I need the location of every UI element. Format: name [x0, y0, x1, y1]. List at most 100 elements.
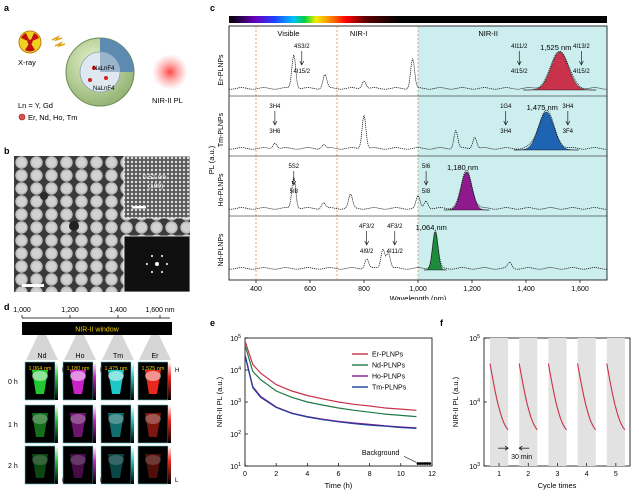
e-background-point	[425, 462, 429, 465]
scale-high-label: H	[100, 368, 104, 374]
spectrum-row-label: Tm-PLNPs	[218, 112, 225, 147]
pl-image-tile	[137, 445, 169, 485]
dopant-dot-icon	[18, 113, 26, 121]
d-column-label: Er	[152, 353, 160, 360]
energy-level-lower: 4I15/2	[293, 69, 310, 75]
e-xtick: 8	[368, 471, 372, 478]
panel-d-letter: d	[4, 302, 10, 312]
spectra-xtick: 800	[358, 286, 370, 293]
f-ytick: 103	[469, 462, 480, 471]
e-ytick: 105	[230, 334, 241, 343]
f-xtick: 2	[526, 471, 530, 478]
e-xtick: 0	[243, 471, 247, 478]
xray-label: X-ray	[18, 58, 36, 67]
tem-image	[14, 156, 190, 292]
peak-wavelength-label: 1,525 nm	[540, 43, 571, 52]
energy-level-upper: 4S3/2	[294, 44, 310, 50]
energy-level-lower: 5I8	[422, 189, 431, 195]
spectrum-line	[228, 109, 608, 150]
e-ylabel: NIR-II PL (a.u.)	[215, 376, 224, 427]
spectra-xlabel: Wavelength (nm)	[390, 294, 447, 300]
energy-level-lower: 4I9/2	[360, 249, 374, 255]
output-label: NIR-II PL	[152, 96, 183, 105]
nir2-peak	[523, 51, 597, 91]
nir2-peak	[513, 111, 579, 151]
imaging-panel: 1,000 1,200 1,400 1,600 nm NIR-II window Nd Ho…	[8, 307, 179, 485]
scale-high-label: H	[175, 368, 179, 374]
d-column-label: Tm	[113, 353, 123, 360]
panel-a-illustration	[18, 30, 188, 121]
peak-wavelength-label: 1,064 nm	[416, 223, 447, 232]
d-wavelength-label: 1,064 nm	[29, 366, 52, 372]
e-ytick: 101	[230, 462, 241, 471]
scale-high-label: H	[62, 368, 66, 374]
nir2-peak	[443, 171, 490, 211]
e-legend-label: Ho-PLNPs	[372, 374, 406, 381]
energy-level-lower: 3H6	[269, 129, 281, 135]
f-ytick: 105	[469, 334, 480, 343]
energy-level-upper: 5I6	[422, 164, 431, 170]
f-xlabel: Cycle times	[538, 481, 577, 490]
e-legend-label: Tm-PLNPs	[372, 385, 407, 392]
d-row-label: 0 h	[8, 379, 18, 386]
peak-wavelength-label: 1,180 nm	[447, 163, 478, 172]
spectra-chart: Visible NIR-I NIR-II Er-PLNPs 1,525 nm 4S3/2 4…	[207, 16, 608, 300]
scale-low-label: L	[138, 478, 142, 484]
e-series-line	[244, 355, 417, 429]
f-ylabel: NIR-II PL (a.u.)	[451, 376, 460, 427]
f-cycle-line	[489, 363, 509, 431]
f-cycle-shade	[490, 338, 509, 466]
f-xtick: 3	[555, 471, 559, 478]
e-background-point	[428, 462, 432, 465]
d-axis-tick: 1,600 nm	[145, 307, 174, 314]
f-cycle-shade	[577, 338, 596, 466]
e-xlabel: Time (h)	[325, 481, 353, 490]
energy-level-upper: 3H4	[562, 104, 574, 110]
region-label: Visible	[277, 29, 299, 38]
scale-low-label: L	[100, 478, 104, 484]
e-background-point	[418, 462, 422, 465]
e-series-line	[244, 340, 417, 411]
radiation-icon	[18, 30, 42, 54]
energy-level-lower: 4I11/2	[387, 249, 404, 255]
spectrum-row-label: Nd-PLNPs	[218, 233, 225, 267]
d-column-label: Ho	[76, 353, 85, 360]
f-ytick: 104	[469, 398, 480, 407]
pl-image-tile	[62, 445, 94, 485]
e-ytick: 103	[230, 398, 241, 407]
f-cycle-line	[518, 363, 538, 431]
decay-chart: 101 102 103 104 105 0 2 4 6 8 10 12 Time (h) NIR-II P…	[215, 334, 436, 490]
e-annotation: Background	[362, 450, 399, 457]
d-column-label: Nd	[38, 353, 47, 360]
e-legend-label: Er-PLNPs	[372, 352, 404, 359]
ln-label: Ln = Y, Gd	[18, 101, 53, 110]
nir-glow	[152, 54, 188, 90]
energy-level-upper: 4F3/2	[387, 224, 403, 230]
e-xtick: 2	[274, 471, 278, 478]
cycle-chart: 1 2 3 4 5 103 104 105 Cycle times NIR-II PL (a.u.…	[451, 334, 631, 490]
energy-level-lower: 4I15/2	[573, 69, 590, 75]
spectra-xtick: 1,200	[463, 286, 481, 293]
spectra-xtick: 1,000	[409, 286, 427, 293]
f-cycle-line	[547, 363, 567, 431]
scale-low-label: L	[175, 478, 179, 484]
d-row-label: 2 h	[8, 463, 18, 470]
e-xtick: 10	[397, 471, 405, 478]
f-annotation: 30 min	[511, 454, 532, 461]
panel-c-letter: c	[210, 3, 216, 13]
e-background-point	[423, 462, 427, 465]
lattice-label: 0.52 nm	[143, 174, 167, 181]
e-ytick: 102	[230, 430, 241, 439]
spectrum-line	[228, 50, 608, 90]
panel-f-letter: f	[440, 318, 443, 328]
energy-level-upper: 4I13/2	[573, 44, 590, 50]
d-row-label: 1 h	[8, 422, 18, 429]
d-axis-tick: 1,400	[109, 307, 127, 314]
f-xtick: 1	[497, 471, 501, 478]
energy-level-upper: 3H4	[269, 104, 281, 110]
e-xtick: 4	[305, 471, 309, 478]
spectra-ylabel: PL (a.u.)	[207, 145, 216, 174]
spectra-xtick: 600	[304, 286, 316, 293]
e-background-point	[421, 462, 425, 465]
energy-level-lower: 5I8	[290, 189, 299, 195]
